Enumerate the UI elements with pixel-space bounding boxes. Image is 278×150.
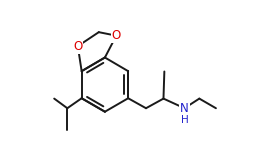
Text: N: N [180,102,189,115]
Text: O: O [112,29,121,42]
Text: O: O [73,40,83,53]
Text: H: H [182,116,189,125]
